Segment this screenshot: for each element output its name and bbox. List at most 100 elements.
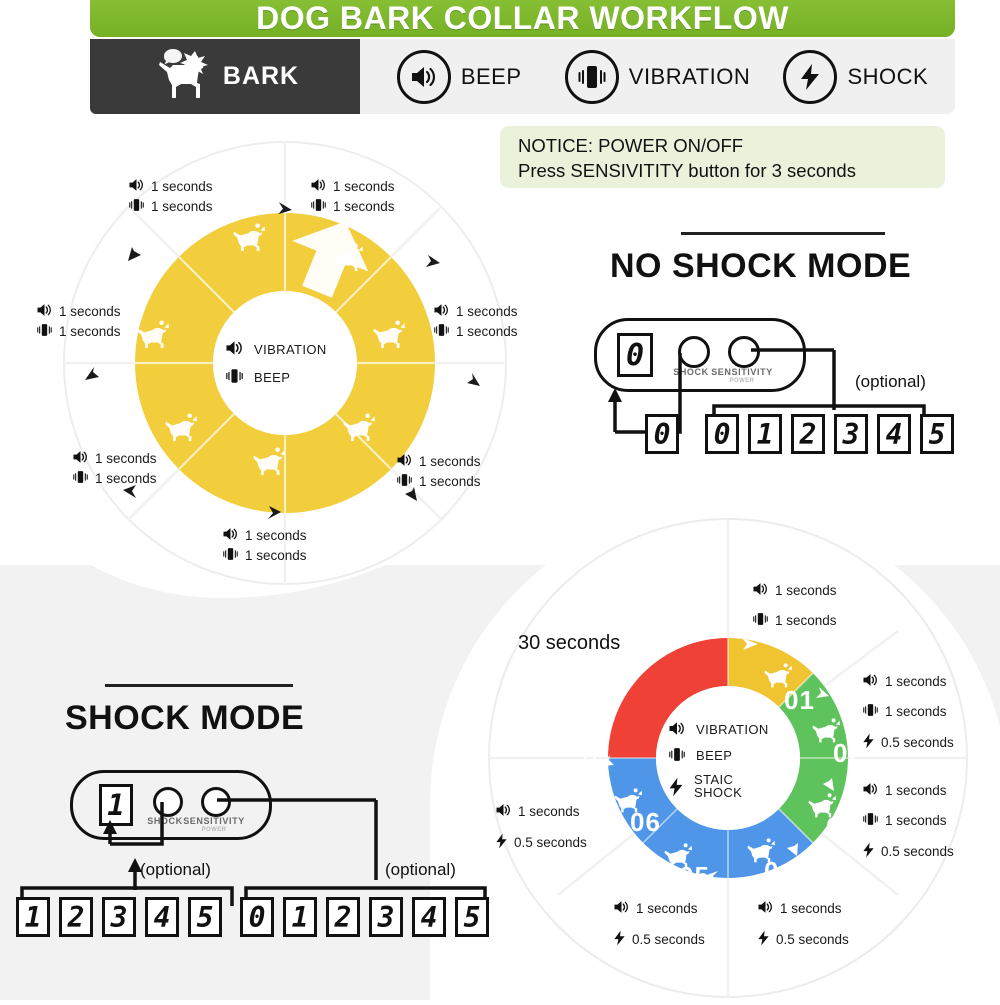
- sensitivity-level-4[interactable]: 4: [412, 897, 446, 937]
- segment-value: 1 seconds: [456, 303, 518, 319]
- sensitivity-level-0[interactable]: 0: [240, 897, 274, 937]
- speaker-icon: [310, 178, 327, 195]
- sensitivity-level-5[interactable]: 5: [920, 414, 954, 454]
- center-row-vibration: VIBRATION: [225, 340, 365, 359]
- shock-display: 1: [99, 784, 133, 826]
- vibration-icon: [310, 198, 327, 215]
- sensitivity-level-3[interactable]: 3: [369, 897, 403, 937]
- segment-value: 1 seconds: [333, 198, 395, 214]
- vibration-icon: [396, 473, 413, 490]
- segment-value: 1 seconds: [885, 673, 947, 689]
- wheel-one-segment-5: 1 seconds 1 seconds: [72, 450, 157, 487]
- segment-value: 1 seconds: [885, 703, 947, 719]
- segment-row: 1 seconds: [752, 612, 837, 629]
- segment-row: 1 seconds: [613, 900, 705, 917]
- sensitivity-level-3[interactable]: 3: [834, 414, 868, 454]
- sensitivity-level-5[interactable]: 5: [455, 897, 489, 937]
- wheel-one-segment-2: 1 seconds 1 seconds: [433, 303, 518, 340]
- segment-value: 1 seconds: [151, 178, 213, 194]
- segment-row: 0.5 seconds: [757, 930, 849, 949]
- speaker-icon: [225, 340, 244, 359]
- wheel-two-step-04-label: 1 seconds 0.5 seconds: [757, 900, 849, 949]
- segment-row: 1 seconds: [396, 453, 481, 470]
- segment-value: 1 seconds: [59, 323, 121, 339]
- step-number-06: 06: [630, 807, 661, 837]
- lightning-bolt-icon: [862, 733, 875, 752]
- shock-button[interactable]: [678, 336, 710, 368]
- vibration-icon: [752, 612, 769, 629]
- speaker-icon: [396, 453, 413, 470]
- segment-value: 1 seconds: [518, 803, 580, 819]
- wheel-one-segment-3: 1 seconds 1 seconds: [396, 453, 481, 490]
- speaker-icon: [396, 49, 451, 104]
- shock-level-5[interactable]: 5: [188, 897, 222, 937]
- barking-dog-icon: [151, 45, 217, 108]
- sensitivity-level-1[interactable]: 1: [283, 897, 317, 937]
- notice-line-1: NOTICE: POWER ON/OFF: [518, 135, 744, 156]
- no-shock-display: 0: [617, 333, 653, 377]
- vibration-icon: [564, 49, 619, 104]
- segment-row: 0.5 seconds: [862, 842, 954, 861]
- legend-label-vibration: VIBRATION: [628, 63, 751, 89]
- shock-level-2[interactable]: 2: [59, 897, 93, 937]
- legend-label-beep: BEEP: [460, 63, 522, 89]
- sensitivity-level-2[interactable]: 2: [791, 414, 825, 454]
- segment-value: 1 seconds: [95, 450, 157, 466]
- sensitivity-button[interactable]: [728, 336, 760, 368]
- segment-row: 1 seconds: [36, 323, 121, 340]
- speaker-icon: [862, 673, 879, 690]
- segment-row: 1 seconds: [222, 527, 307, 544]
- shock-button-label: SHOCK: [673, 367, 709, 377]
- segment-row: 1 seconds: [222, 547, 307, 564]
- segment-row: 1 seconds: [72, 450, 157, 467]
- center-row-vibration: VIBRATION: [668, 721, 813, 739]
- sensitivity-level-1[interactable]: 1: [748, 414, 782, 454]
- segment-value: 1 seconds: [245, 547, 307, 563]
- shock-button[interactable]: [153, 787, 183, 817]
- protection-mode-wheel: PROTECTION MODE 01 02 03 04 05 06: [450, 505, 1000, 1000]
- shock-level-3[interactable]: 3: [102, 897, 136, 937]
- shock-level-4[interactable]: 4: [145, 897, 179, 937]
- sensitivity-level-2[interactable]: 2: [326, 897, 360, 937]
- segment-value: 1 seconds: [419, 453, 481, 469]
- segment-row: 1 seconds: [433, 303, 518, 320]
- wheel-one-segment-7: 1 seconds 1 seconds: [128, 178, 213, 215]
- wheel-one-segment-1: 1 seconds 1 seconds: [310, 178, 395, 215]
- legend-item-shock: SHOCK: [757, 39, 955, 114]
- vibration-icon: [668, 747, 686, 765]
- center-row-beep: BEEP: [668, 747, 813, 765]
- sensitivity-level-0[interactable]: 0: [705, 414, 739, 454]
- notice-line-2: Press SENSIVITITY button for 3 seconds: [518, 160, 856, 181]
- step-number-01: 01: [784, 685, 815, 715]
- speaker-icon: [613, 900, 630, 917]
- wheel-two-step-05-label: 1 seconds 0.5 seconds: [613, 900, 705, 949]
- segment-row: 0.5 seconds: [862, 733, 954, 752]
- segment-value: 1 seconds: [333, 178, 395, 194]
- vibration-icon: [72, 470, 89, 487]
- wheel-one-segment-6: 1 seconds 1 seconds: [36, 303, 121, 340]
- sensitivity-level-4[interactable]: 4: [877, 414, 911, 454]
- center-label-static: STAIC: [694, 771, 734, 787]
- vibration-icon: [862, 703, 879, 720]
- segment-value: 1 seconds: [95, 470, 157, 486]
- speaker-icon: [128, 178, 145, 195]
- vibration-icon: [225, 368, 244, 387]
- segment-value: 0.5 seconds: [632, 931, 705, 947]
- sensitivity-button[interactable]: [201, 787, 231, 817]
- shock-levels: 1 2 3 4 5: [16, 897, 222, 937]
- shock-level-1[interactable]: 1: [16, 897, 50, 937]
- speaker-icon: [495, 803, 512, 820]
- center-label-shock: SHOCK: [694, 784, 743, 800]
- speaker-icon: [757, 900, 774, 917]
- shock-optional-label-left: (optional): [140, 860, 211, 879]
- shock-wiring: [103, 798, 378, 890]
- page-header: DOG BARK COLLAR WORKFLOW: [90, 0, 955, 37]
- speaker-icon: [862, 782, 879, 799]
- vibration-icon: [128, 198, 145, 215]
- speaker-icon: [433, 303, 450, 320]
- segment-value: 1 seconds: [775, 612, 837, 628]
- lightning-bolt-icon: [668, 777, 684, 800]
- segment-row: 1 seconds: [862, 782, 954, 799]
- legend-item-vibration: VIBRATION: [558, 39, 756, 114]
- segment-value: 0.5 seconds: [881, 843, 954, 859]
